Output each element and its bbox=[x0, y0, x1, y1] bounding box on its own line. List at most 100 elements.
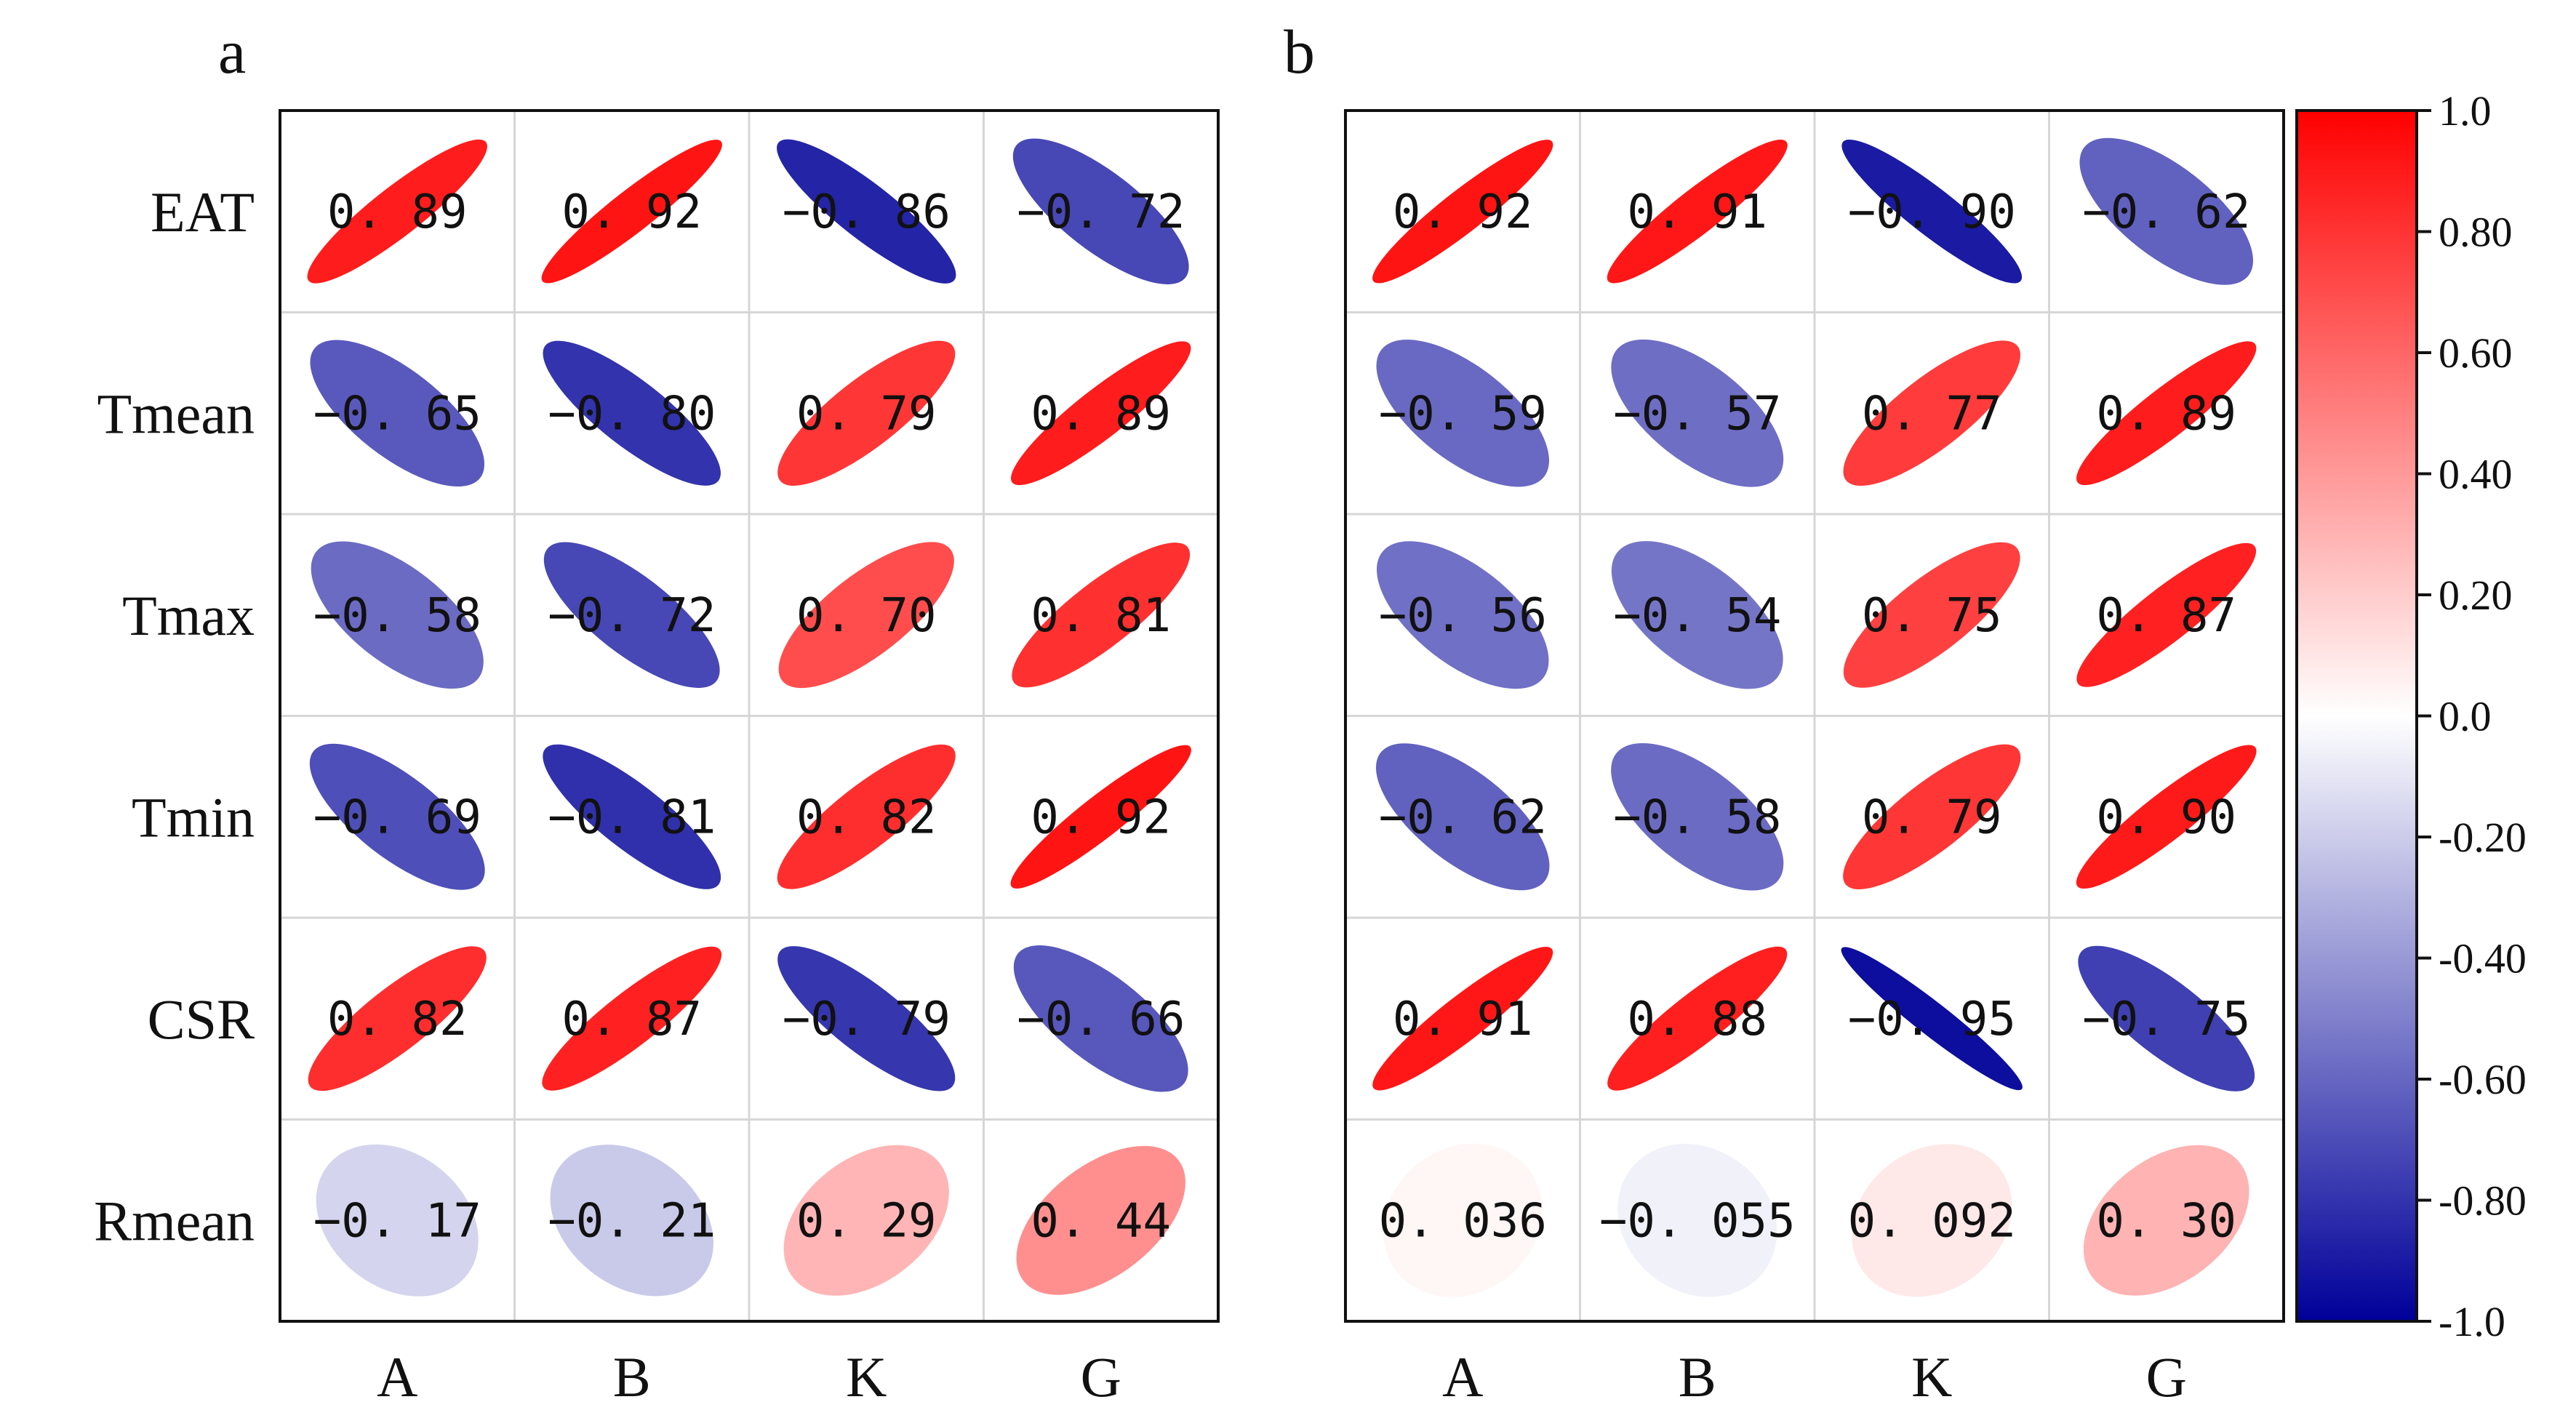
correlation-ellipse bbox=[1611, 339, 1784, 487]
correlation-ellipse bbox=[2079, 137, 2254, 285]
correlation-value: −0. 57 bbox=[1613, 387, 1781, 441]
correlation-value: 0. 92 bbox=[561, 185, 702, 239]
correlation-ellipse bbox=[1852, 1144, 2012, 1297]
correlation-ellipse bbox=[2083, 1145, 2249, 1296]
correlation-value: −0. 58 bbox=[1613, 790, 1781, 844]
correlation-ellipse bbox=[311, 541, 484, 689]
correlation-ellipse bbox=[1843, 744, 2021, 889]
correlation-ellipse bbox=[543, 542, 720, 688]
correlation-value: 0. 81 bbox=[1031, 589, 1171, 643]
correlation-ellipse bbox=[1375, 743, 1550, 891]
correlation-value: −0. 69 bbox=[313, 790, 481, 844]
correlation-value: 0. 44 bbox=[1031, 1194, 1171, 1248]
correlation-ellipse bbox=[1841, 947, 2023, 1091]
correlation-ellipse bbox=[1016, 1145, 1185, 1295]
correlation-value: −0. 72 bbox=[1017, 185, 1185, 239]
correlation-value: −0. 95 bbox=[1848, 993, 2016, 1046]
correlation-ellipse bbox=[1372, 947, 1553, 1091]
correlation-value: 0. 92 bbox=[1031, 790, 1171, 844]
correlation-value: −0. 59 bbox=[1379, 387, 1547, 441]
correlation-ellipse bbox=[1372, 140, 1553, 284]
correlation-value: −0. 80 bbox=[548, 387, 716, 441]
correlation-ellipse bbox=[543, 744, 721, 889]
correlation-ellipse bbox=[1607, 946, 1788, 1091]
correlation-ellipse bbox=[2076, 542, 2257, 687]
colorbar-tick-label: -0.20 bbox=[2439, 814, 2527, 861]
correlation-value: 0. 89 bbox=[327, 185, 468, 239]
correlation-value: 0. 92 bbox=[1393, 185, 1533, 239]
correlation-value: 0. 79 bbox=[1862, 790, 2002, 844]
correlation-ellipse bbox=[2076, 341, 2257, 486]
correlation-ellipse bbox=[777, 139, 956, 284]
correlation-value: −0. 58 bbox=[313, 589, 481, 643]
row-label: Tmean bbox=[97, 382, 255, 445]
correlation-ellipse bbox=[1843, 542, 2020, 688]
correlation-ellipse bbox=[1617, 1143, 1777, 1297]
correlation-value: −0. 055 bbox=[1599, 1194, 1796, 1248]
correlation-ellipse bbox=[1013, 945, 1188, 1092]
colorbar-tick-label: -0.80 bbox=[2439, 1177, 2527, 1225]
correlation-ellipse bbox=[542, 946, 722, 1091]
row-label: EAT bbox=[151, 180, 255, 244]
correlation-ellipse bbox=[777, 946, 956, 1091]
correlation-ellipse bbox=[1841, 139, 2023, 284]
correlation-value: −0. 66 bbox=[1017, 993, 1185, 1046]
correlation-ellipse bbox=[309, 743, 485, 890]
correlation-ellipse bbox=[550, 1145, 713, 1297]
correlation-value: 0. 89 bbox=[1031, 387, 1171, 441]
correlation-value: 0. 092 bbox=[1848, 1194, 2016, 1248]
correlation-value: 0. 82 bbox=[796, 790, 937, 844]
colorbar-tick-label: 1.0 bbox=[2439, 87, 2492, 135]
correlation-value: 0. 29 bbox=[796, 1194, 937, 1248]
correlation-ellipse bbox=[310, 340, 485, 487]
correlation-value: 0. 91 bbox=[1393, 993, 1533, 1046]
correlation-value: −0. 17 bbox=[313, 1194, 481, 1248]
panel-b: b 0. 92 0. 91 −0. 90 −0. 62 −0. 59 −0. 57 0. 77… bbox=[1284, 17, 2285, 1409]
correlation-ellipse bbox=[1010, 745, 1191, 889]
colorbar-gradient bbox=[2297, 111, 2417, 1321]
correlation-ellipse bbox=[1607, 140, 1788, 284]
correlation-ellipse bbox=[1012, 542, 1191, 688]
correlation-value: −0. 75 bbox=[2082, 993, 2250, 1046]
row-label: Rmean bbox=[94, 1189, 255, 1252]
correlation-value: 0. 82 bbox=[327, 993, 468, 1046]
colorbar-tick-label: 0.0 bbox=[2439, 693, 2492, 740]
correlation-ellipse bbox=[1011, 341, 1191, 486]
correlation-value: 0. 87 bbox=[2096, 589, 2236, 643]
panel-a: a 0. 89 0. 92 −0. 86 −0. 72 −0. 65 −0. 80 0. 79… bbox=[94, 17, 1220, 1409]
correlation-value: −0. 72 bbox=[548, 589, 716, 643]
correlation-value: 0. 75 bbox=[1862, 589, 2002, 643]
correlation-ellipse bbox=[543, 340, 721, 486]
correlation-value: −0. 54 bbox=[1613, 589, 1781, 643]
colorbar-tick-label: 0.20 bbox=[2439, 572, 2513, 619]
correlation-value: −0. 62 bbox=[1379, 790, 1547, 844]
correlation-value: −0. 81 bbox=[548, 790, 716, 844]
correlation-ellipse bbox=[2076, 745, 2257, 889]
column-label: K bbox=[1911, 1345, 1952, 1409]
correlation-value: 0. 90 bbox=[2096, 790, 2236, 844]
correlation-ellipse bbox=[307, 139, 487, 284]
colorbar: 1.0 0.80 0.60 0.40 0.20 0.0 -0.20 -0.40 -0.60 -0.… bbox=[2295, 87, 2527, 1345]
correlation-value: 0. 77 bbox=[1862, 387, 2002, 441]
colorbar-tick-label: 0.40 bbox=[2439, 451, 2513, 498]
colorbar-tick-label: -0.60 bbox=[2439, 1056, 2527, 1103]
correlation-value: 0. 79 bbox=[796, 387, 937, 441]
correlation-ellipse bbox=[308, 946, 487, 1091]
correlation-ellipse bbox=[783, 1145, 949, 1296]
correlation-value: 0. 30 bbox=[2096, 1194, 2236, 1248]
correlation-value: −0. 62 bbox=[2082, 185, 2250, 239]
correlation-value: 0. 87 bbox=[561, 993, 702, 1046]
column-label: A bbox=[377, 1345, 417, 1409]
correlation-value: −0. 86 bbox=[783, 185, 951, 239]
row-label: Tmin bbox=[132, 785, 255, 849]
colorbar-tick-label: 0.80 bbox=[2439, 209, 2513, 256]
row-label: CSR bbox=[148, 988, 255, 1051]
correlation-ellipse bbox=[1843, 340, 2020, 486]
correlation-ellipse bbox=[2078, 945, 2255, 1091]
colorbar-tick-label: -1.0 bbox=[2439, 1298, 2505, 1345]
correlation-value: 0. 036 bbox=[1379, 1194, 1547, 1248]
correlation-value: 0. 70 bbox=[796, 589, 937, 643]
column-label: G bbox=[1081, 1345, 1121, 1409]
correlation-value: −0. 21 bbox=[548, 1194, 716, 1248]
